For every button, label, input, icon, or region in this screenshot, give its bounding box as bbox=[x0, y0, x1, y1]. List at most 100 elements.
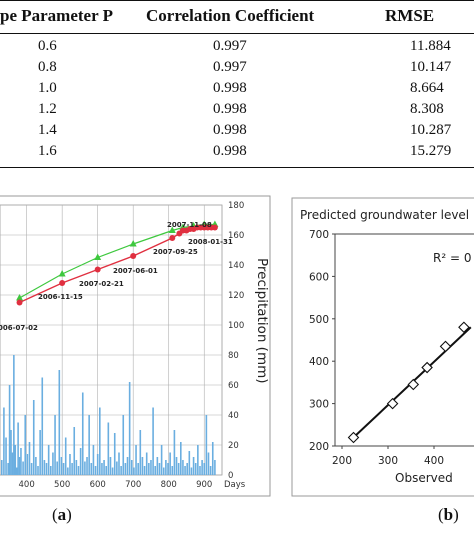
precip-bar bbox=[32, 400, 35, 475]
row-correlation: 0.998 bbox=[213, 122, 247, 138]
precip-bar bbox=[43, 460, 46, 475]
precip-bar bbox=[165, 460, 167, 475]
y-tick-label: 300 bbox=[309, 399, 329, 411]
row-parameter: 1.0 bbox=[38, 80, 57, 96]
precip-bar bbox=[169, 452, 171, 475]
row-rmse: 15.279 bbox=[410, 143, 452, 159]
precip-bar bbox=[8, 385, 11, 475]
series-red-point bbox=[59, 280, 66, 286]
precip-bar bbox=[105, 466, 108, 475]
y-tick-label: 400 bbox=[309, 356, 329, 368]
row-correlation: 0.997 bbox=[213, 38, 247, 54]
header-rmse: RMSE bbox=[385, 6, 435, 25]
precip-bar bbox=[126, 457, 129, 475]
precip-bar bbox=[211, 442, 214, 475]
x-tick-label: 900 bbox=[196, 480, 212, 490]
precip-bar bbox=[79, 448, 82, 475]
precip-bar bbox=[145, 452, 148, 475]
precip-bar bbox=[175, 457, 178, 475]
precip-bar bbox=[20, 448, 22, 475]
series-red-point bbox=[169, 235, 176, 241]
precip-bar bbox=[96, 454, 99, 475]
precip-bar bbox=[75, 460, 78, 475]
precip-bar bbox=[90, 463, 93, 475]
precip-bar bbox=[135, 445, 137, 475]
precip-bar bbox=[143, 466, 146, 475]
precip-bar bbox=[137, 463, 139, 475]
date-annotation: 2006-11-15 bbox=[38, 293, 83, 301]
precip-bar bbox=[207, 452, 210, 475]
chart-b-title: Predicted groundwater level (m bbox=[300, 208, 474, 222]
precip-bar bbox=[84, 461, 86, 475]
y-right-tick-label: 100 bbox=[228, 321, 244, 331]
row-parameter: 1.2 bbox=[38, 101, 57, 117]
y-right-tick-label: 20 bbox=[228, 441, 239, 451]
y-tick-label: 500 bbox=[309, 314, 329, 326]
y-right-tick-label: 0 bbox=[228, 471, 233, 481]
row-correlation: 0.998 bbox=[213, 143, 247, 159]
precip-bar bbox=[152, 407, 154, 475]
precip-bar bbox=[199, 466, 201, 475]
precip-bar bbox=[184, 466, 186, 475]
precip-bar bbox=[99, 407, 101, 475]
series-green-point bbox=[94, 253, 102, 260]
date-annotation: 2007-11-08 bbox=[167, 221, 212, 229]
precip-bar bbox=[52, 452, 54, 475]
precip-bar bbox=[103, 460, 105, 475]
series-red-point bbox=[130, 253, 137, 259]
precip-bar bbox=[17, 422, 19, 475]
precip-bar bbox=[162, 467, 165, 475]
precip-bar bbox=[64, 437, 67, 475]
precip-bar bbox=[18, 457, 21, 475]
row-parameter: 1.6 bbox=[38, 143, 57, 159]
precip-bar bbox=[197, 445, 199, 475]
precip-bar bbox=[39, 430, 41, 475]
precip-bar bbox=[7, 463, 9, 475]
caption-b: (b) bbox=[438, 505, 459, 524]
precip-bar bbox=[67, 467, 69, 475]
precip-bar bbox=[0, 460, 3, 475]
series-red-point bbox=[94, 266, 101, 273]
precip-bar bbox=[177, 463, 180, 475]
precip-bar bbox=[94, 466, 97, 475]
row-parameter: 1.4 bbox=[38, 122, 57, 138]
precip-bar bbox=[139, 430, 142, 475]
precip-bar bbox=[173, 430, 176, 475]
caption-a: (a) bbox=[52, 505, 72, 524]
chart-a: 0 20 40 60 80 100 120 140 160 180 400 500 600 700 800 9… bbox=[0, 195, 271, 497]
precip-bar bbox=[190, 467, 193, 475]
row-rmse: 8.308 bbox=[410, 101, 444, 117]
x-axis-label: Days bbox=[224, 480, 246, 490]
precip-bar bbox=[22, 461, 24, 475]
series-green-point bbox=[129, 240, 137, 247]
precip-bar bbox=[77, 466, 80, 475]
y-tick-label: 200 bbox=[309, 441, 329, 453]
precip-bar bbox=[120, 466, 122, 475]
precip-bar bbox=[150, 460, 152, 475]
precip-bar bbox=[201, 460, 203, 475]
row-rmse: 10.287 bbox=[410, 122, 452, 138]
header-correlation-coefficient: Correlation Coefficient bbox=[146, 6, 315, 25]
precip-bar bbox=[81, 392, 84, 475]
precip-bar bbox=[92, 445, 95, 475]
precip-bar bbox=[124, 463, 127, 475]
precip-bar bbox=[116, 461, 118, 475]
precip-bar bbox=[109, 457, 112, 475]
precip-bar bbox=[118, 452, 120, 475]
precip-bar bbox=[214, 460, 216, 475]
chart-b-x-axis-label: Observed bbox=[395, 471, 453, 485]
precip-bar bbox=[205, 415, 208, 475]
precip-bar bbox=[88, 415, 90, 475]
precip-bar bbox=[69, 454, 71, 475]
precip-bar bbox=[179, 442, 182, 475]
series-green-point bbox=[16, 294, 24, 301]
precip-bar bbox=[133, 467, 135, 475]
precip-bar bbox=[11, 452, 14, 475]
precip-bar bbox=[156, 457, 159, 475]
scatter-point bbox=[407, 378, 420, 391]
precip-bar bbox=[30, 463, 33, 475]
precip-bar bbox=[15, 467, 18, 475]
precip-bar bbox=[24, 415, 27, 475]
row-correlation: 0.998 bbox=[213, 101, 247, 117]
